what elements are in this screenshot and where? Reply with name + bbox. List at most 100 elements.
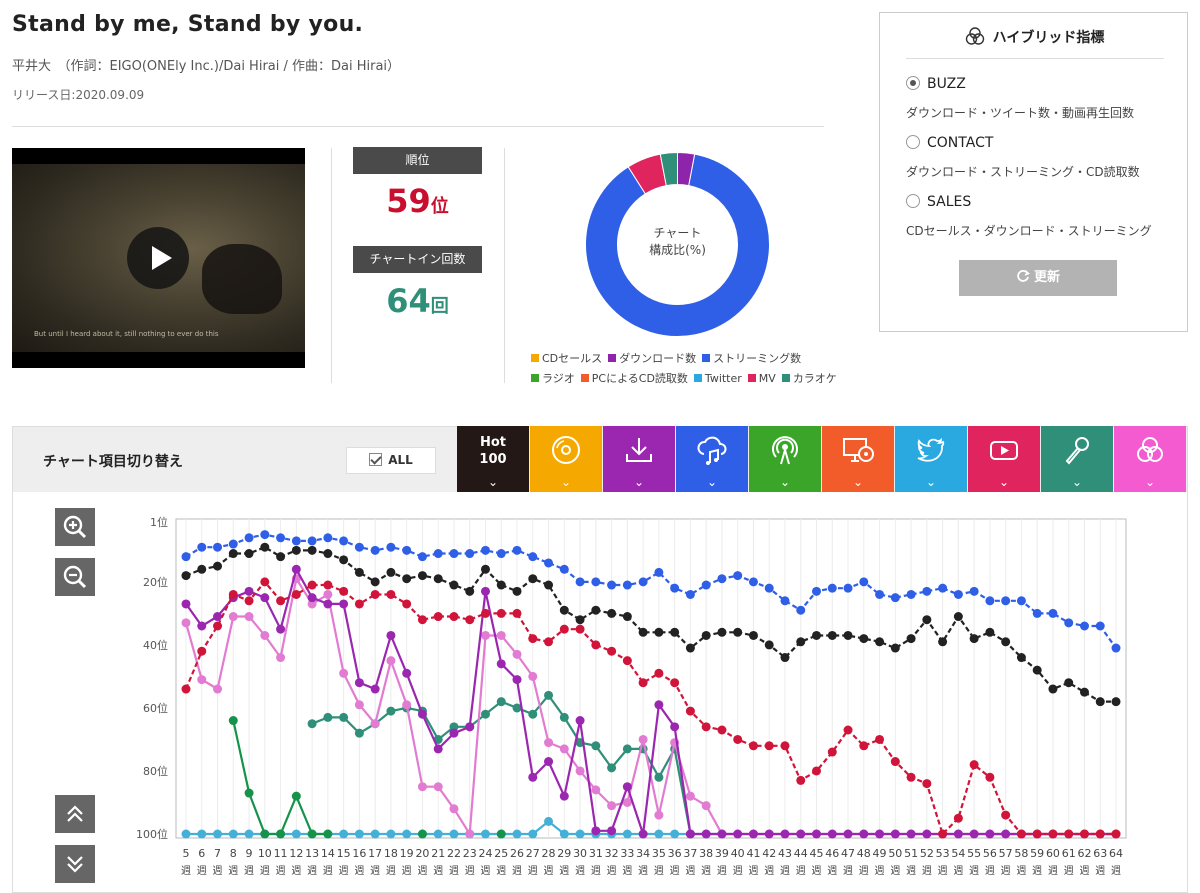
data-point[interactable] [354,700,364,710]
data-point[interactable] [1001,829,1011,839]
tile-pc-cd-read[interactable]: ⌄ [822,426,894,492]
data-point[interactable] [1111,829,1121,839]
data-point[interactable] [717,627,727,637]
data-point[interactable] [559,744,569,754]
data-point[interactable] [654,810,664,820]
data-point[interactable] [559,564,569,574]
data-point[interactable] [654,772,664,782]
data-point[interactable] [512,675,522,685]
data-point[interactable] [433,549,443,559]
data-point[interactable] [1016,829,1026,839]
data-point[interactable] [812,829,822,839]
data-point[interactable] [685,643,695,653]
radio-contact[interactable] [906,135,920,149]
data-point[interactable] [575,624,585,634]
data-point[interactable] [213,621,223,631]
refresh-button[interactable]: 更新 [959,260,1117,296]
data-point[interactable] [654,700,664,710]
data-point[interactable] [622,829,632,839]
data-point[interactable] [402,545,412,555]
data-point[interactable] [1032,608,1042,618]
data-point[interactable] [354,829,364,839]
data-point[interactable] [1111,643,1121,653]
tile-download[interactable]: ⌄ [603,426,675,492]
data-point[interactable] [370,829,380,839]
data-point[interactable] [496,608,506,618]
data-point[interactable] [449,549,459,559]
data-point[interactable] [402,668,412,678]
data-point[interactable] [654,627,664,637]
data-point[interactable] [922,586,932,596]
data-point[interactable] [607,646,617,656]
data-point[interactable] [244,586,254,596]
data-point[interactable] [859,634,869,644]
data-point[interactable] [985,829,995,839]
data-point[interactable] [544,816,554,826]
data-point[interactable] [1064,618,1074,628]
data-point[interactable] [449,728,459,738]
data-point[interactable] [323,589,333,599]
data-point[interactable] [607,580,617,590]
data-point[interactable] [701,580,711,590]
data-point[interactable] [607,826,617,836]
data-point[interactable] [480,608,490,618]
data-point[interactable] [953,612,963,622]
data-point[interactable] [433,744,443,754]
data-point[interactable] [307,719,317,729]
data-point[interactable] [276,624,286,634]
data-point[interactable] [796,605,806,615]
data-point[interactable] [827,630,837,640]
data-point[interactable] [591,785,601,795]
data-point[interactable] [591,577,601,587]
option-contact[interactable]: CONTACT [906,135,993,151]
data-point[interactable] [827,829,837,839]
data-point[interactable] [701,801,711,811]
tile-streaming[interactable]: ⌄ [676,426,748,492]
data-point[interactable] [291,536,301,546]
data-point[interactable] [276,552,286,562]
data-point[interactable] [386,656,396,666]
data-point[interactable] [559,605,569,615]
data-point[interactable] [622,797,632,807]
data-point[interactable] [339,536,349,546]
data-point[interactable] [670,583,680,593]
tile-twitter[interactable]: ⌄ [895,426,967,492]
data-point[interactable] [417,829,427,839]
data-point[interactable] [685,589,695,599]
data-point[interactable] [465,586,475,596]
data-point[interactable] [402,599,412,609]
data-point[interactable] [559,712,569,722]
data-point[interactable] [638,627,648,637]
data-point[interactable] [622,782,632,792]
radio-sales[interactable] [906,194,920,208]
data-point[interactable] [1001,596,1011,606]
data-point[interactable] [906,772,916,782]
data-point[interactable] [402,829,412,839]
data-point[interactable] [764,829,774,839]
data-point[interactable] [1095,829,1105,839]
zoom-out-button[interactable] [55,558,95,596]
data-point[interactable] [197,564,207,574]
data-point[interactable] [638,829,648,839]
data-point[interactable] [260,542,270,552]
data-point[interactable] [733,734,743,744]
data-point[interactable] [291,589,301,599]
data-point[interactable] [181,599,191,609]
data-point[interactable] [906,589,916,599]
data-point[interactable] [496,697,506,707]
data-point[interactable] [260,577,270,587]
data-point[interactable] [875,734,885,744]
data-point[interactable] [938,637,948,647]
data-point[interactable] [670,627,680,637]
data-point[interactable] [969,760,979,770]
data-point[interactable] [244,788,254,798]
data-point[interactable] [544,558,554,568]
data-point[interactable] [213,829,223,839]
data-point[interactable] [575,766,585,776]
data-point[interactable] [354,599,364,609]
data-point[interactable] [969,586,979,596]
data-point[interactable] [717,574,727,584]
data-point[interactable] [544,690,554,700]
data-point[interactable] [1016,596,1026,606]
data-point[interactable] [827,583,837,593]
